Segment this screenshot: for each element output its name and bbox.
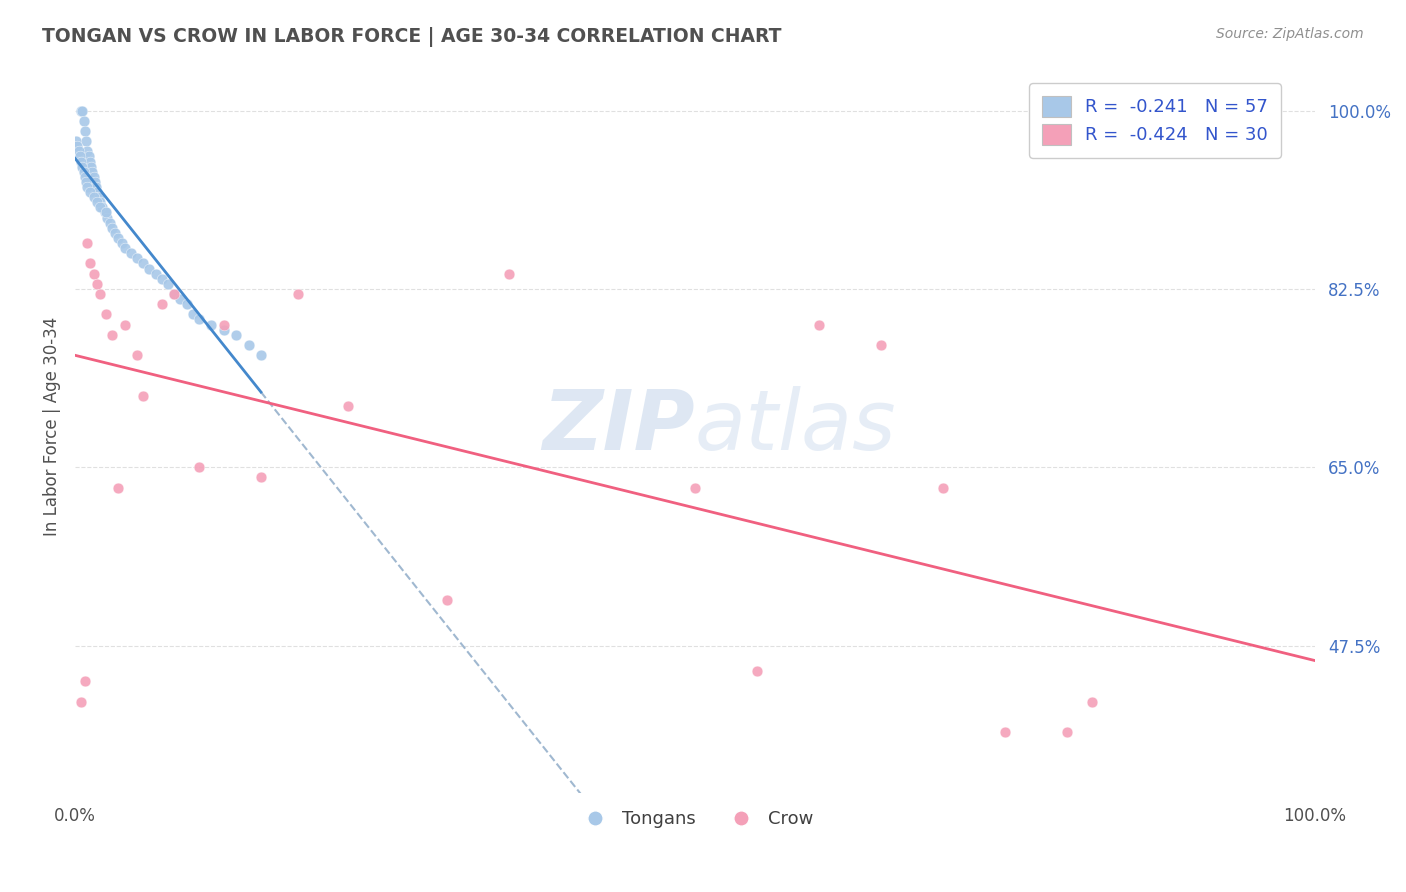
Point [114, 241, 136, 255]
Point [82, 164, 104, 178]
Point [176, 297, 198, 311]
Legend: Tongans, Crow: Tongans, Crow [569, 803, 820, 836]
Point [73, 169, 96, 184]
Point [83, 267, 105, 281]
Point [132, 389, 155, 403]
Point [66, 139, 89, 153]
Point [67, 145, 90, 159]
Point [72, 160, 94, 174]
Point [150, 297, 173, 311]
Point [683, 481, 706, 495]
Point [75, 134, 97, 148]
Point [745, 664, 768, 678]
Point [125, 348, 148, 362]
Point [436, 592, 458, 607]
Point [91, 200, 114, 214]
Point [83, 169, 105, 184]
Point [94, 205, 117, 219]
Point [79, 256, 101, 270]
Point [96, 211, 118, 225]
Point [77, 149, 100, 163]
Point [69, 149, 91, 163]
Point [101, 327, 124, 342]
Y-axis label: In Labor Force | Age 30-34: In Labor Force | Age 30-34 [44, 317, 60, 536]
Point [83, 190, 105, 204]
Point [76, 145, 98, 159]
Point [73, 164, 96, 178]
Point [89, 287, 111, 301]
Text: ZIP: ZIP [543, 386, 695, 467]
Point [83, 175, 105, 189]
Point [120, 246, 142, 260]
Point [870, 338, 893, 352]
Point [145, 267, 167, 281]
Text: Source: ZipAtlas.com: Source: ZipAtlas.com [1216, 27, 1364, 41]
Point [212, 318, 235, 332]
Point [807, 318, 830, 332]
Point [86, 195, 108, 210]
Point [70, 695, 93, 709]
Point [79, 154, 101, 169]
Point [86, 277, 108, 291]
Point [188, 460, 211, 475]
Point [73, 113, 96, 128]
Point [65, 134, 87, 148]
Point [76, 180, 98, 194]
Point [70, 103, 93, 118]
Point [181, 307, 204, 321]
Point [138, 261, 160, 276]
Point [125, 252, 148, 266]
Point [86, 185, 108, 199]
Point [156, 277, 179, 291]
Point [132, 256, 155, 270]
Point [89, 200, 111, 214]
Point [150, 271, 173, 285]
Point [79, 185, 101, 199]
Point [163, 287, 186, 301]
Point [101, 220, 124, 235]
Point [1056, 725, 1078, 739]
Point [73, 124, 96, 138]
Point [107, 481, 129, 495]
Point [98, 216, 121, 230]
Point [72, 103, 94, 118]
Point [169, 292, 191, 306]
Point [188, 312, 211, 326]
Point [250, 470, 273, 484]
Point [73, 674, 96, 689]
Point [200, 318, 222, 332]
Point [111, 235, 134, 250]
Point [994, 725, 1017, 739]
Point [225, 327, 247, 342]
Point [498, 267, 520, 281]
Text: atlas: atlas [695, 386, 897, 467]
Point [238, 338, 260, 352]
Point [163, 287, 186, 301]
Point [80, 160, 103, 174]
Point [212, 323, 235, 337]
Point [336, 399, 359, 413]
Point [114, 318, 136, 332]
Point [107, 231, 129, 245]
Point [89, 195, 111, 210]
Text: TONGAN VS CROW IN LABOR FORCE | AGE 30-34 CORRELATION CHART: TONGAN VS CROW IN LABOR FORCE | AGE 30-3… [42, 27, 782, 46]
Point [84, 180, 107, 194]
Point [287, 287, 309, 301]
Point [76, 235, 98, 250]
Point [75, 175, 97, 189]
Point [87, 190, 110, 204]
Point [1080, 695, 1102, 709]
Point [932, 481, 955, 495]
Point [94, 205, 117, 219]
Point [250, 348, 273, 362]
Point [104, 226, 127, 240]
Point [94, 307, 117, 321]
Point [70, 154, 93, 169]
